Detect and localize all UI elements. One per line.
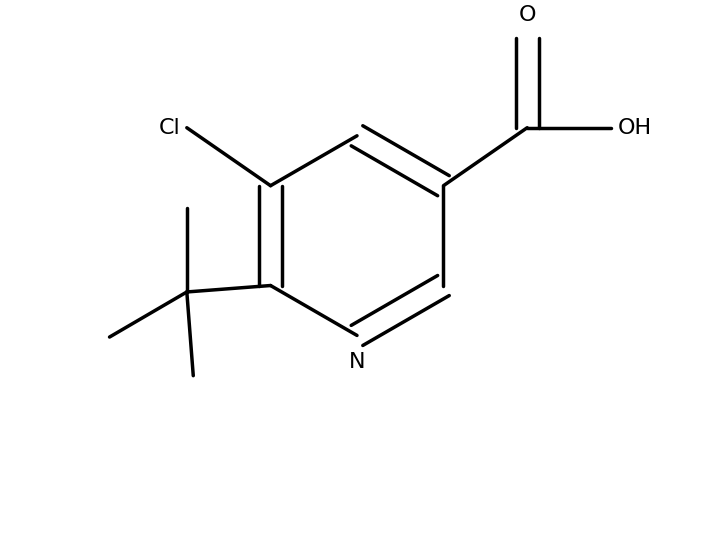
Text: Cl: Cl (159, 118, 181, 138)
Text: OH: OH (618, 118, 651, 138)
Text: N: N (348, 352, 366, 371)
Text: O: O (518, 5, 536, 25)
